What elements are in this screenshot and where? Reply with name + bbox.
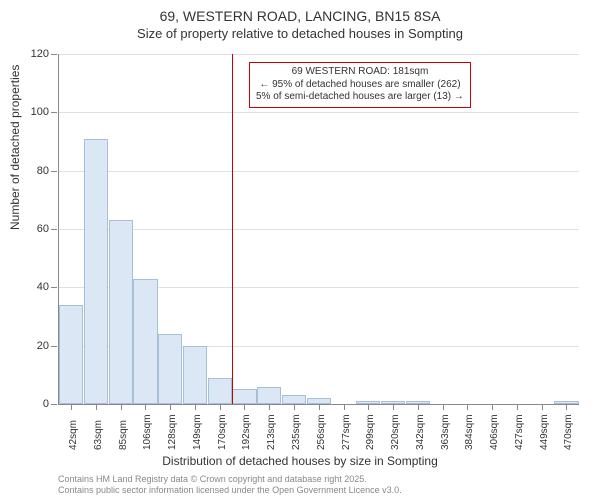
annotation-line1: 69 WESTERN ROAD: 181sqm [256, 66, 464, 79]
x-tick [71, 404, 72, 410]
x-tick-label: 363sqm [440, 414, 451, 450]
x-tick-label: 449sqm [539, 414, 550, 450]
x-tick-label: 384sqm [464, 414, 475, 450]
x-tick [121, 404, 122, 410]
annotation-box: 69 WESTERN ROAD: 181sqm ← 95% of detache… [249, 62, 471, 108]
x-tick [145, 404, 146, 410]
x-tick-label: 427sqm [514, 414, 525, 450]
x-tick [542, 404, 543, 410]
title-line1: 69, WESTERN ROAD, LANCING, BN15 8SA [0, 8, 600, 24]
histogram-bar [232, 389, 256, 404]
x-tick-label: 63sqm [93, 420, 104, 450]
y-tick [51, 404, 57, 405]
x-tick [467, 404, 468, 410]
x-tick [418, 404, 419, 410]
title-line2: Size of property relative to detached ho… [0, 26, 600, 41]
x-tick [170, 404, 171, 410]
y-tick-label: 100 [31, 106, 49, 118]
x-tick-label: 342sqm [415, 414, 426, 450]
x-tick [393, 404, 394, 410]
annotation-line2: ← 95% of detached houses are smaller (26… [256, 79, 464, 92]
y-tick [51, 112, 57, 113]
histogram-bar [282, 395, 306, 404]
y-tick-label: 120 [31, 48, 49, 60]
x-tick-label: 299sqm [365, 414, 376, 450]
x-tick [344, 404, 345, 410]
histogram-bar [158, 334, 182, 404]
x-tick-label: 192sqm [241, 414, 252, 450]
y-tick [51, 54, 57, 55]
histogram-bar [59, 305, 83, 404]
histogram-bar [257, 387, 281, 405]
x-tick-label: 277sqm [341, 414, 352, 450]
x-tick-label: 42sqm [68, 420, 79, 450]
x-axis-label: Distribution of detached houses by size … [0, 454, 600, 468]
marker-line [232, 54, 233, 404]
x-tick [195, 404, 196, 410]
x-tick [244, 404, 245, 410]
x-tick [269, 404, 270, 410]
x-tick [294, 404, 295, 410]
x-tick [566, 404, 567, 410]
x-tick [368, 404, 369, 410]
title-block: 69, WESTERN ROAD, LANCING, BN15 8SA Size… [0, 0, 600, 41]
y-tick-label: 0 [43, 398, 49, 410]
x-tick-label: 256sqm [316, 414, 327, 450]
y-tick [51, 346, 57, 347]
histogram-bar [109, 220, 133, 404]
x-tick-label: 320sqm [390, 414, 401, 450]
x-tick-label: 213sqm [266, 414, 277, 450]
y-tick [51, 171, 57, 172]
x-tick-label: 170sqm [217, 414, 228, 450]
x-tick-label: 235sqm [291, 414, 302, 450]
y-tick [51, 287, 57, 288]
x-tick-label: 149sqm [192, 414, 203, 450]
x-tick-label: 470sqm [563, 414, 574, 450]
footer-line2: Contains public sector information licen… [58, 485, 402, 496]
y-tick-label: 60 [37, 223, 49, 235]
chart-container: 69, WESTERN ROAD, LANCING, BN15 8SA Size… [0, 0, 600, 500]
x-tick-label: 106sqm [142, 414, 153, 450]
y-tick-label: 80 [37, 165, 49, 177]
x-tick [220, 404, 221, 410]
histogram-bar [133, 279, 157, 404]
gridline [59, 171, 579, 172]
annotation-line3: 5% of semi-detached houses are larger (1… [256, 91, 464, 104]
x-tick [96, 404, 97, 410]
y-axis-label: Number of detached properties [8, 65, 22, 230]
x-tick-label: 85sqm [118, 420, 129, 450]
histogram-bar [84, 139, 108, 404]
y-tick-label: 40 [37, 281, 49, 293]
x-tick [443, 404, 444, 410]
x-tick [517, 404, 518, 410]
x-tick-label: 128sqm [167, 414, 178, 450]
chart-plot-area: 69 WESTERN ROAD: 181sqm ← 95% of detache… [58, 54, 579, 405]
x-tick [319, 404, 320, 410]
y-tick [51, 229, 57, 230]
footer: Contains HM Land Registry data © Crown c… [58, 474, 402, 496]
gridline [59, 229, 579, 230]
gridline [59, 112, 579, 113]
histogram-bar [208, 378, 232, 404]
x-tick [492, 404, 493, 410]
x-tick-label: 406sqm [489, 414, 500, 450]
histogram-bar [183, 346, 207, 404]
footer-line1: Contains HM Land Registry data © Crown c… [58, 474, 402, 485]
gridline [59, 54, 579, 55]
y-tick-label: 20 [37, 340, 49, 352]
